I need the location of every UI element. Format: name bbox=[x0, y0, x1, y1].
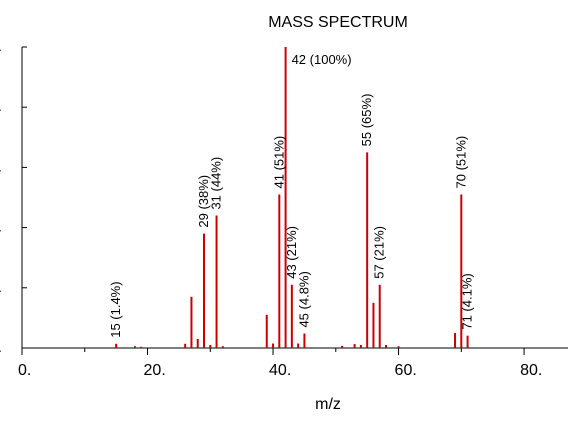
peak-label-31: 31 (44%) bbox=[209, 157, 224, 210]
x-tick-label: 0. bbox=[18, 362, 31, 379]
y-axis: ...... bbox=[0, 38, 27, 355]
peak-annotations: 15 (1.4%) 29 (38%)31 (44%) 41 (51%) 42 (100… bbox=[108, 52, 474, 338]
x-tick-label: 20. bbox=[144, 362, 166, 379]
peak-label-15: 15 (1.4%) bbox=[108, 281, 123, 337]
x-tick-label: 40. bbox=[269, 362, 291, 379]
chart-title: MASS SPECTRUM bbox=[268, 14, 408, 31]
peak-label-55: 55 (65%) bbox=[359, 94, 374, 147]
x-axis-label: m/z bbox=[315, 396, 341, 413]
y-tick-label: . bbox=[0, 158, 2, 174]
peak-label-42: 42 (100%) bbox=[292, 52, 352, 67]
y-tick-label: . bbox=[0, 38, 2, 54]
peak-label-41: 41 (51%) bbox=[271, 136, 286, 189]
peak-label-43: 43 (21%) bbox=[284, 226, 299, 279]
y-tick-label: . bbox=[0, 98, 2, 114]
peak-label-29: 29 (38%) bbox=[196, 175, 211, 228]
peak-label-45: 45 (4.8%) bbox=[296, 271, 311, 327]
peak-bars bbox=[115, 47, 469, 348]
y-tick-label: . bbox=[0, 339, 2, 355]
peak-label-71: 71 (4.1%) bbox=[460, 273, 475, 329]
x-axis: 0. 20. 40. 60. 80. bbox=[18, 347, 568, 379]
y-tick-label: . bbox=[0, 279, 2, 295]
x-tick-label: 80. bbox=[520, 362, 542, 379]
x-tick-label: 60. bbox=[395, 362, 417, 379]
y-tick-label: . bbox=[0, 219, 2, 235]
peak-label-70: 70 (51%) bbox=[453, 136, 468, 189]
peak-label-57: 57 (21%) bbox=[372, 226, 387, 279]
